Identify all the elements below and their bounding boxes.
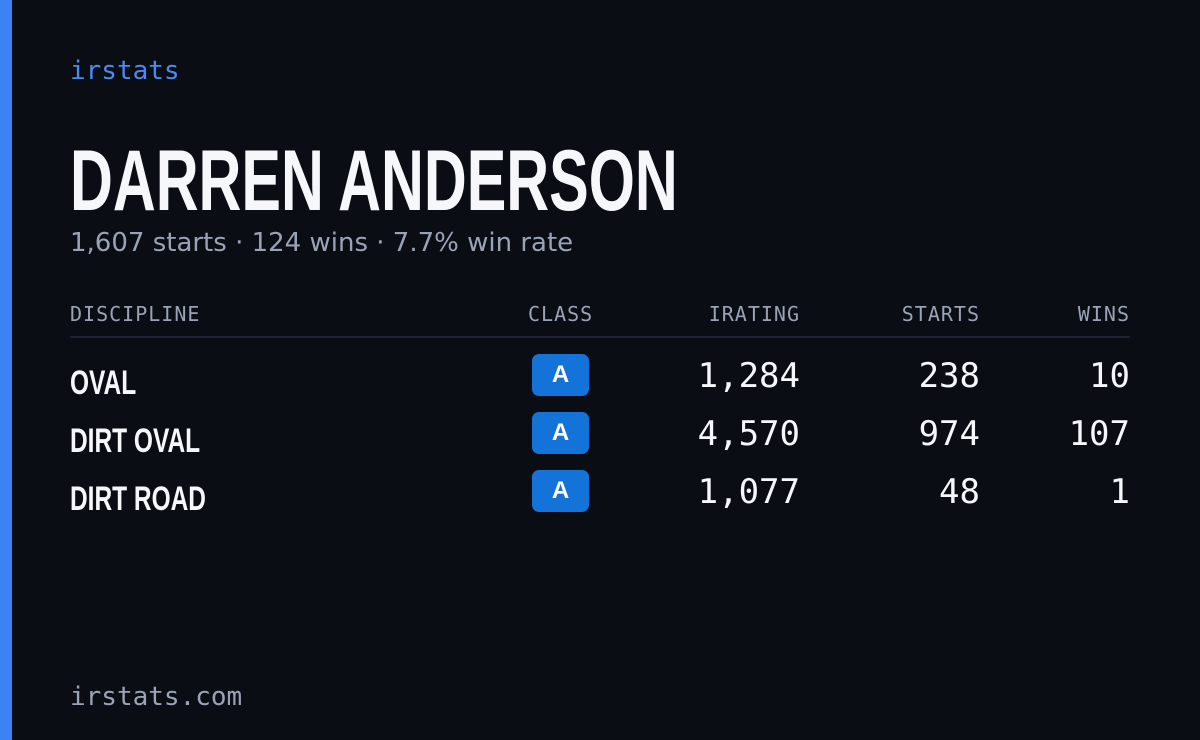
- column-header: IRATING: [708, 302, 800, 326]
- summary: 1,607 starts · 124 wins · 7.7% win rate: [70, 228, 574, 258]
- column-header: STARTS: [901, 302, 980, 326]
- starts: 238: [918, 356, 980, 396]
- player-name: DARREN ANDERSON: [70, 133, 678, 229]
- footer: irstats.com: [70, 682, 243, 712]
- column-header: CLASS: [528, 302, 594, 326]
- class-badge: A: [532, 412, 589, 454]
- class-badge: A: [532, 354, 589, 396]
- starts: 974: [918, 414, 980, 454]
- irating: 4,570: [697, 414, 800, 454]
- column-header: DISCIPLINE: [70, 302, 201, 326]
- starts: 48: [939, 472, 980, 512]
- irating: 1,077: [697, 472, 800, 512]
- brand: irstats: [70, 56, 180, 86]
- wins: 1: [1109, 472, 1130, 512]
- irating: 1,284: [697, 356, 800, 396]
- header-rule: [70, 336, 1130, 338]
- accent-bar: [0, 0, 12, 740]
- wins: 10: [1089, 356, 1130, 396]
- discipline: DIRT OVAL: [70, 422, 201, 460]
- wins: 107: [1068, 414, 1130, 454]
- discipline: OVAL: [70, 364, 137, 402]
- class-badge: A: [532, 470, 589, 512]
- discipline: DIRT ROAD: [70, 480, 207, 518]
- column-header: WINS: [1077, 302, 1130, 326]
